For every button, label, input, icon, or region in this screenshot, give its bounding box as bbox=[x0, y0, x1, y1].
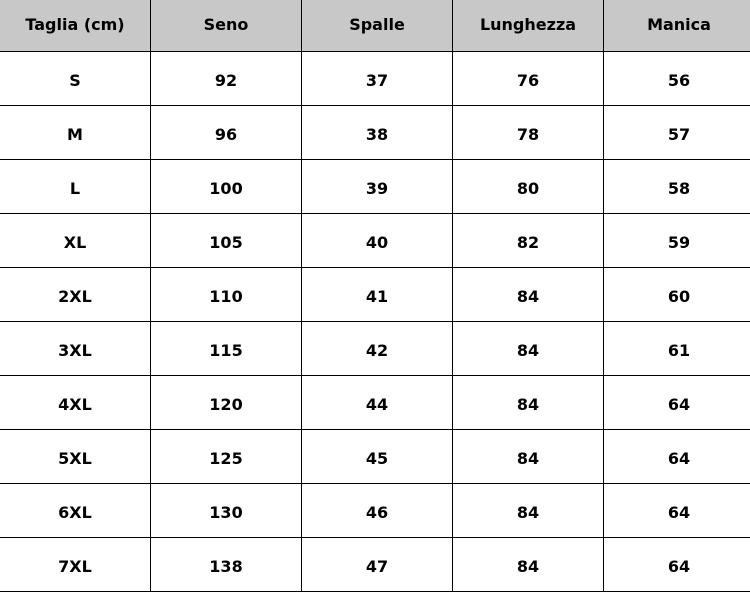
size-cell: L bbox=[0, 160, 151, 214]
measurement-cell: 76 bbox=[453, 52, 604, 106]
measurement-cell: 64 bbox=[604, 430, 750, 484]
measurement-cell: 125 bbox=[151, 430, 302, 484]
size-cell: 6XL bbox=[0, 484, 151, 538]
column-header: Taglia (cm) bbox=[0, 0, 151, 52]
measurement-cell: 82 bbox=[453, 214, 604, 268]
size-cell: 4XL bbox=[0, 376, 151, 430]
measurement-cell: 84 bbox=[453, 430, 604, 484]
measurement-cell: 58 bbox=[604, 160, 750, 214]
column-header: Manica bbox=[604, 0, 750, 52]
measurement-cell: 44 bbox=[302, 376, 453, 430]
measurement-cell: 78 bbox=[453, 106, 604, 160]
measurement-cell: 56 bbox=[604, 52, 750, 106]
measurement-cell: 84 bbox=[453, 484, 604, 538]
measurement-cell: 47 bbox=[302, 538, 453, 592]
size-cell: 3XL bbox=[0, 322, 151, 376]
measurement-cell: 57 bbox=[604, 106, 750, 160]
size-cell: 2XL bbox=[0, 268, 151, 322]
measurement-cell: 130 bbox=[151, 484, 302, 538]
measurement-cell: 92 bbox=[151, 52, 302, 106]
column-header: Spalle bbox=[302, 0, 453, 52]
measurement-cell: 84 bbox=[453, 322, 604, 376]
measurement-cell: 64 bbox=[604, 376, 750, 430]
size-cell: 7XL bbox=[0, 538, 151, 592]
measurement-cell: 80 bbox=[453, 160, 604, 214]
measurement-cell: 38 bbox=[302, 106, 453, 160]
measurement-cell: 37 bbox=[302, 52, 453, 106]
size-cell: S bbox=[0, 52, 151, 106]
measurement-cell: 84 bbox=[453, 376, 604, 430]
measurement-cell: 39 bbox=[302, 160, 453, 214]
column-header: Lunghezza bbox=[453, 0, 604, 52]
measurement-cell: 61 bbox=[604, 322, 750, 376]
measurement-cell: 40 bbox=[302, 214, 453, 268]
size-cell: M bbox=[0, 106, 151, 160]
measurement-cell: 105 bbox=[151, 214, 302, 268]
measurement-cell: 42 bbox=[302, 322, 453, 376]
measurement-cell: 46 bbox=[302, 484, 453, 538]
measurement-cell: 110 bbox=[151, 268, 302, 322]
measurement-cell: 115 bbox=[151, 322, 302, 376]
measurement-cell: 59 bbox=[604, 214, 750, 268]
measurement-cell: 84 bbox=[453, 268, 604, 322]
measurement-cell: 138 bbox=[151, 538, 302, 592]
size-cell: XL bbox=[0, 214, 151, 268]
measurement-cell: 84 bbox=[453, 538, 604, 592]
size-cell: 5XL bbox=[0, 430, 151, 484]
column-header: Seno bbox=[151, 0, 302, 52]
measurement-cell: 120 bbox=[151, 376, 302, 430]
measurement-cell: 96 bbox=[151, 106, 302, 160]
measurement-cell: 64 bbox=[604, 484, 750, 538]
measurement-cell: 60 bbox=[604, 268, 750, 322]
measurement-cell: 45 bbox=[302, 430, 453, 484]
measurement-cell: 41 bbox=[302, 268, 453, 322]
measurement-cell: 64 bbox=[604, 538, 750, 592]
measurement-cell: 100 bbox=[151, 160, 302, 214]
